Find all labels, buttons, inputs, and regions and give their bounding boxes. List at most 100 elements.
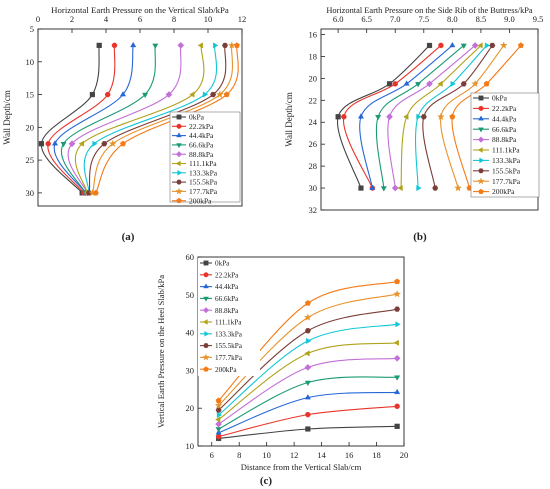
data-point xyxy=(142,92,149,99)
data-point xyxy=(189,91,195,98)
data-point xyxy=(335,114,341,120)
legend-item-66-6kpa: 66.6kPa xyxy=(172,141,214,150)
x-tick-label: 6 xyxy=(210,450,214,460)
legend-label: 200kPa xyxy=(492,187,515,196)
data-point xyxy=(304,350,310,357)
x-tick-label: 8 xyxy=(172,14,176,24)
data-point xyxy=(397,185,403,192)
y-tick-label: 20 xyxy=(186,403,195,413)
data-point xyxy=(96,42,102,48)
series-line xyxy=(74,45,205,194)
data-point xyxy=(489,42,496,49)
legend-label: 133.3kPa xyxy=(492,156,521,165)
y-tick-label: 40 xyxy=(186,328,195,338)
series-66-6kpa xyxy=(375,43,467,192)
data-point xyxy=(60,141,67,148)
data-point xyxy=(216,90,224,98)
legend-item-22-2kpa: 22.2kPa xyxy=(172,122,214,131)
legend-item-44-4kpa: 44.4kPa xyxy=(200,283,239,291)
data-point xyxy=(305,426,311,432)
data-point xyxy=(210,91,217,98)
y-tick-label: 18 xyxy=(309,51,318,61)
y-tick-label: 28 xyxy=(309,161,318,171)
legend-item-66-6kpa: 66.6kPa xyxy=(200,295,239,303)
legend-swatch-marker xyxy=(177,169,183,176)
data-point xyxy=(450,80,456,87)
y-tick-label: 60 xyxy=(186,252,195,262)
data-point xyxy=(152,43,159,49)
legend-swatch-marker xyxy=(478,127,484,133)
legend-label: 177.7kPa xyxy=(215,354,243,362)
y-tick-label: 26 xyxy=(309,139,318,149)
data-point xyxy=(394,375,401,381)
series-line xyxy=(359,45,453,189)
series-133-3kpa xyxy=(83,42,219,196)
legend-item-44-4kpa: 44.4kPa xyxy=(473,114,517,123)
series-88-8kpa xyxy=(215,354,401,428)
x-tick-label: 8.5 xyxy=(476,14,487,24)
data-point xyxy=(393,339,399,346)
y-tick-label: 30 xyxy=(26,188,35,198)
legend-swatch-marker xyxy=(176,114,182,120)
legend-label: 66.6kPa xyxy=(189,141,214,150)
data-point xyxy=(120,140,126,147)
data-point xyxy=(483,80,490,87)
legend-item-133-3kpa: 133.3kPa xyxy=(172,168,218,177)
data-point xyxy=(306,337,312,344)
data-point xyxy=(222,42,228,48)
x-tick-label: 8 xyxy=(237,450,241,460)
data-point xyxy=(38,141,45,147)
data-point xyxy=(454,183,462,192)
legend-swatch-marker xyxy=(203,343,209,348)
y-axis-label: Vertical Earth Pressure on the Heel Slab… xyxy=(156,275,166,428)
data-point xyxy=(357,113,365,119)
series-0kpa xyxy=(335,42,433,191)
y-tick-label: 20 xyxy=(26,122,35,132)
legend-label: 22.2kPa xyxy=(492,104,517,113)
data-point xyxy=(394,403,400,410)
chart-panel-c: 6 8 10 12 14 16 18 20 10 20 30 40 50 60 Vertical Earth… xyxy=(156,252,408,487)
series-line xyxy=(40,45,100,194)
legend-swatch-marker xyxy=(202,319,208,325)
y-tick-label: 32 xyxy=(309,205,318,215)
data-point xyxy=(386,81,393,87)
x-tick-label: 9.5 xyxy=(533,14,544,24)
data-point xyxy=(391,184,399,192)
legend-label: 177.7kPa xyxy=(492,177,521,186)
legend-item-0kpa: 0kPa xyxy=(200,260,230,268)
data-point xyxy=(426,80,433,88)
legend-box xyxy=(169,111,241,203)
legend-label: 66.6kPa xyxy=(215,295,239,303)
legend-item-200kpa: 200kPa xyxy=(473,187,515,196)
data-point xyxy=(304,313,312,321)
legend-swatch-marker xyxy=(478,105,484,111)
x-tick-label: 8.0 xyxy=(447,14,458,24)
legend-swatch-marker xyxy=(203,283,209,289)
chart-title: Horizontal Earth Pressure on the Side Ri… xyxy=(326,6,533,15)
y-tick-label: 24 xyxy=(309,117,318,127)
series-0kpa xyxy=(215,423,400,442)
data-point xyxy=(416,185,422,192)
data-point xyxy=(101,141,108,147)
panel-label: (a) xyxy=(122,231,135,243)
legend-label: 44.4kPa xyxy=(492,114,517,123)
series-44-4kpa xyxy=(215,388,401,435)
data-point xyxy=(375,114,382,121)
data-point xyxy=(393,354,401,362)
legend-item-155-5kpa: 155.5kPa xyxy=(172,178,218,187)
data-point xyxy=(416,113,422,120)
legend-label: 0kPa xyxy=(189,113,205,122)
series-133-3kpa xyxy=(414,42,491,192)
series-line xyxy=(400,45,482,189)
data-point xyxy=(197,42,203,49)
series-200kpa xyxy=(215,278,401,404)
legend-item-0kpa: 0kPa xyxy=(172,113,205,122)
legend-label: 22.2kPa xyxy=(189,122,214,131)
legend-label: 0kPa xyxy=(492,94,508,103)
data-point xyxy=(92,189,99,196)
legend-label: 88.8kPa xyxy=(215,307,239,315)
legend-swatch-marker xyxy=(176,179,182,185)
data-point xyxy=(449,113,456,120)
x-tick-label: 6 xyxy=(138,14,142,24)
data-point xyxy=(202,91,209,98)
